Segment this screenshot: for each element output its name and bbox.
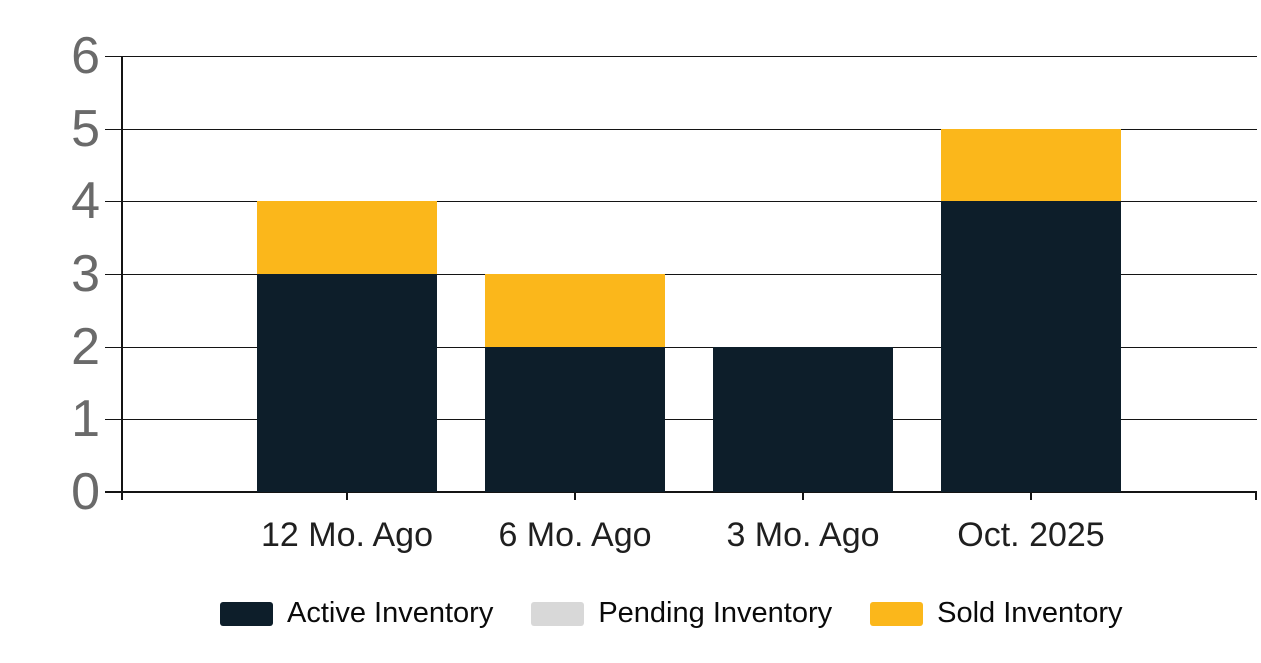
y-axis-tick	[105, 201, 122, 202]
y-axis-tick-label: 6	[71, 27, 100, 85]
legend-item-sold-inventory: Sold Inventory	[870, 597, 1123, 629]
gridline	[122, 274, 1257, 275]
x-axis-baseline	[122, 491, 1257, 493]
bar-segment-active-inventory	[485, 347, 665, 492]
x-axis-category-label: 12 Mo. Ago	[260, 516, 433, 554]
bar-segment-sold-inventory	[941, 129, 1121, 201]
y-axis-tick-label: 5	[71, 100, 100, 158]
y-axis-line	[121, 56, 123, 500]
legend-label: Pending Inventory	[598, 597, 833, 629]
x-axis-category-label: Oct. 2025	[957, 516, 1105, 554]
bar-segment-active-inventory	[941, 201, 1121, 492]
y-axis-tick	[105, 274, 122, 275]
bar-segment-sold-inventory	[257, 201, 437, 274]
legend: Active Inventory Pending Inventory Sold In…	[220, 599, 1123, 628]
legend-swatch-active-inventory	[220, 601, 273, 626]
y-axis-tick-label: 2	[71, 318, 100, 376]
x-axis-end-tick	[1255, 492, 1257, 500]
y-axis-tick-label: 0	[71, 463, 100, 521]
gridline	[122, 56, 1257, 57]
legend-swatch-sold-inventory	[870, 601, 924, 626]
y-axis-tick-label: 1	[71, 390, 100, 448]
gridline	[122, 129, 1257, 130]
x-axis-tick	[802, 492, 804, 500]
y-axis-tick-label: 3	[71, 245, 100, 303]
bar-segment-active-inventory	[257, 274, 437, 492]
legend-item-active-inventory: Active Inventory	[220, 599, 493, 628]
x-axis-tick	[346, 492, 348, 500]
x-axis-category-label: 3 Mo. Ago	[726, 516, 880, 554]
x-axis-tick	[1030, 492, 1032, 500]
legend-label: Active Inventory	[287, 597, 494, 629]
y-axis-tick-label: 4	[71, 172, 100, 230]
legend-swatch-pending-inventory	[531, 601, 585, 626]
y-axis-tick	[105, 419, 122, 420]
legend-item-pending-inventory: Pending Inventory	[531, 599, 832, 628]
bar-segment-sold-inventory	[485, 274, 665, 347]
y-axis-tick	[105, 129, 122, 130]
gridline	[122, 347, 1257, 348]
legend-label: Sold Inventory	[937, 597, 1123, 629]
y-axis-tick	[105, 347, 122, 348]
gridline	[122, 201, 1257, 202]
x-axis-category-label: 6 Mo. Ago	[498, 516, 652, 554]
y-axis-tick	[105, 491, 122, 493]
y-axis-tick	[105, 56, 122, 57]
x-axis-tick	[574, 492, 576, 500]
gridline	[122, 419, 1257, 420]
bar-segment-active-inventory	[713, 347, 893, 492]
